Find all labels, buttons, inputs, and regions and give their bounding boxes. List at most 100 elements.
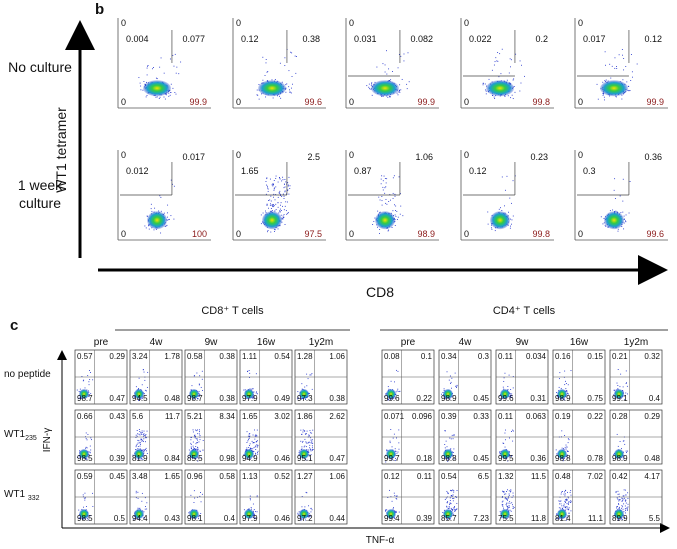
event-dot — [452, 498, 454, 499]
event-dot — [306, 449, 308, 450]
event-dot — [267, 185, 268, 187]
event-dot — [300, 519, 302, 521]
event-dot — [452, 438, 454, 440]
event-dot — [289, 89, 290, 91]
event-dot — [198, 393, 200, 395]
event-dot — [491, 228, 493, 230]
event-dot — [280, 195, 281, 196]
event-dot — [195, 458, 197, 460]
event-dot — [449, 375, 451, 377]
event-dot — [195, 435, 196, 437]
quadrant-value: 81.9 — [132, 454, 148, 463]
event-dot — [300, 518, 302, 520]
event-dot — [446, 490, 448, 492]
event-dot — [455, 385, 457, 387]
density-core — [134, 389, 144, 399]
event-dot — [284, 186, 286, 188]
event-dot — [511, 202, 512, 204]
event-dot — [563, 493, 565, 495]
event-dot — [247, 435, 249, 437]
event-dot — [283, 183, 285, 185]
event-dot — [246, 431, 248, 433]
event-dot — [267, 188, 269, 190]
event-dot — [563, 398, 565, 400]
event-dot — [88, 456, 90, 458]
event-dot — [309, 514, 311, 516]
event-dot — [273, 228, 275, 230]
event-dot — [566, 508, 568, 510]
quadrant-value: 0.4 — [224, 514, 236, 523]
event-dot — [623, 489, 625, 491]
event-dot — [372, 224, 374, 225]
event-dot — [503, 377, 505, 379]
event-dot — [609, 95, 611, 97]
event-dot — [496, 60, 498, 62]
event-dot — [511, 496, 513, 498]
event-dot — [256, 495, 258, 497]
event-dot — [287, 184, 289, 186]
event-dot — [195, 429, 197, 431]
event-dot — [274, 229, 276, 231]
event-dot — [146, 94, 148, 96]
event-dot — [509, 393, 511, 394]
event-dot — [92, 505, 94, 507]
density-core — [614, 449, 624, 459]
quadrant-value: 0 — [349, 97, 354, 107]
quadrant-value: 98.5 — [77, 514, 93, 523]
event-dot — [253, 396, 255, 398]
event-dot — [250, 508, 252, 510]
quadrant-value: 0 — [578, 97, 583, 107]
event-dot — [389, 440, 391, 442]
event-dot — [509, 58, 511, 60]
event-dot — [198, 518, 199, 520]
event-dot — [625, 450, 627, 452]
event-dot — [485, 93, 487, 95]
event-dot — [618, 519, 619, 521]
event-dot — [251, 440, 253, 442]
event-dot — [625, 510, 627, 512]
event-dot — [512, 215, 514, 217]
event-dot — [387, 96, 389, 98]
quadrant-value: 98.9 — [555, 394, 571, 403]
event-dot — [273, 205, 275, 207]
event-dot — [394, 381, 395, 383]
event-dot — [287, 185, 289, 187]
event-dot — [273, 183, 274, 185]
event-dot — [308, 454, 310, 456]
event-dot — [492, 94, 493, 96]
event-dot — [561, 505, 563, 507]
event-dot — [193, 447, 195, 449]
event-dot — [79, 517, 81, 519]
density-core — [557, 389, 567, 399]
event-dot — [201, 493, 203, 495]
quadrant-value: 0.47 — [109, 394, 125, 403]
event-dot — [145, 437, 147, 439]
event-dot — [394, 204, 395, 206]
event-dot — [273, 204, 274, 206]
event-dot — [308, 434, 310, 436]
event-dot — [624, 395, 626, 397]
event-dot — [197, 496, 198, 498]
event-dot — [141, 438, 142, 440]
event-dot — [198, 395, 200, 397]
event-dot — [507, 489, 508, 491]
event-dot — [627, 450, 629, 452]
event-dot — [450, 448, 452, 450]
event-dot — [401, 78, 403, 80]
quadrant-value: 0.16 — [555, 352, 571, 361]
event-dot — [504, 498, 506, 500]
event-dot — [388, 388, 390, 390]
event-dot — [306, 459, 308, 461]
event-dot — [153, 229, 155, 231]
event-dot — [188, 457, 189, 458]
event-dot — [395, 498, 397, 499]
event-dot — [142, 459, 144, 460]
event-dot — [515, 53, 517, 55]
event-dot — [597, 98, 599, 100]
event-dot — [566, 503, 568, 505]
event-dot — [199, 450, 201, 452]
event-dot — [613, 189, 615, 191]
event-dot — [283, 209, 285, 211]
quadrant-value: 99.6 — [304, 97, 322, 107]
